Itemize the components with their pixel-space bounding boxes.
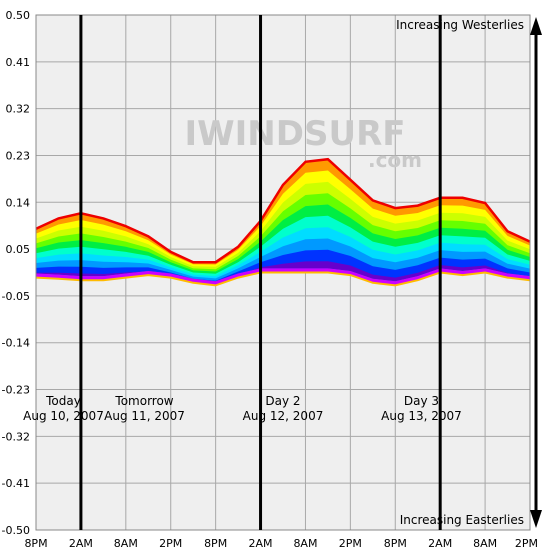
watermark-domain: .com bbox=[368, 148, 422, 172]
y-tick-label: 0.50 bbox=[6, 9, 31, 22]
x-tick-label: 2AM bbox=[428, 537, 452, 550]
arrow-head-up bbox=[530, 17, 542, 35]
day-date-label: Aug 11, 2007 bbox=[104, 409, 185, 423]
x-tick-label: 2PM bbox=[339, 537, 362, 550]
x-tick-label: 2PM bbox=[159, 537, 182, 550]
x-tick-label: 8PM bbox=[204, 537, 227, 550]
wind-band bbox=[36, 261, 530, 284]
iwindsurf-watermark: IWINDSURF .com bbox=[185, 114, 423, 172]
day-label: Day 2 bbox=[265, 394, 300, 408]
wind-bands bbox=[36, 159, 530, 286]
direction-arrow bbox=[530, 17, 542, 528]
annotation-westerlies: Increasing Westerlies bbox=[396, 18, 524, 32]
x-tick-label: 8AM bbox=[114, 537, 138, 550]
midnight-lines bbox=[79, 15, 442, 530]
day-label: Today bbox=[45, 394, 81, 408]
y-tick-label: 0.05 bbox=[6, 243, 31, 256]
x-tick-label: 8AM bbox=[293, 537, 317, 550]
y-tick-label: -0.32 bbox=[2, 430, 30, 443]
x-tick-label: 2AM bbox=[249, 537, 273, 550]
watermark-brand: IWINDSURF bbox=[185, 114, 406, 154]
lower-edge-line bbox=[35, 271, 531, 287]
day-label: Day 3 bbox=[404, 394, 439, 408]
x-tick-label: 8PM bbox=[24, 537, 47, 550]
y-tick-label: 0.14 bbox=[6, 196, 31, 209]
y-axis-ticks: 0.50 0.41 0.32 0.23 0.14 0.05 -0.05 -0.14 -0.23 -… bbox=[2, 9, 30, 537]
x-tick-label: 2PM bbox=[515, 537, 538, 550]
day-date-label: Aug 10, 2007 bbox=[23, 409, 104, 423]
day-label: Tomorrow bbox=[114, 394, 173, 408]
y-tick-label: 0.41 bbox=[6, 56, 31, 69]
band-edges bbox=[35, 157, 531, 287]
x-tick-label: 8PM bbox=[384, 537, 407, 550]
y-tick-label: -0.41 bbox=[2, 477, 30, 490]
x-tick-label: 8AM bbox=[473, 537, 497, 550]
y-tick-label: 0.32 bbox=[6, 103, 31, 116]
annotation-easterlies: Increasing Easterlies bbox=[400, 513, 524, 527]
y-tick-label: -0.14 bbox=[2, 337, 30, 350]
y-tick-label: 0.23 bbox=[6, 149, 31, 162]
x-axis-ticks: 8PM 2AM 8AM 2PM 8PM 2AM 8AM 2PM 8PM 2AM 8AM 2PM bbox=[24, 537, 538, 550]
y-tick-label: -0.50 bbox=[2, 524, 30, 537]
y-tick-label: -0.05 bbox=[2, 290, 30, 303]
wind-band bbox=[36, 268, 530, 286]
day-date-label: Aug 13, 2007 bbox=[381, 409, 462, 423]
upper-edge-line bbox=[35, 157, 531, 264]
x-tick-label: 2AM bbox=[69, 537, 93, 550]
day-date-label: Aug 12, 2007 bbox=[243, 409, 324, 423]
y-tick-label: -0.23 bbox=[2, 384, 30, 397]
arrow-head-down bbox=[530, 510, 542, 528]
plot-frame bbox=[35, 14, 531, 531]
